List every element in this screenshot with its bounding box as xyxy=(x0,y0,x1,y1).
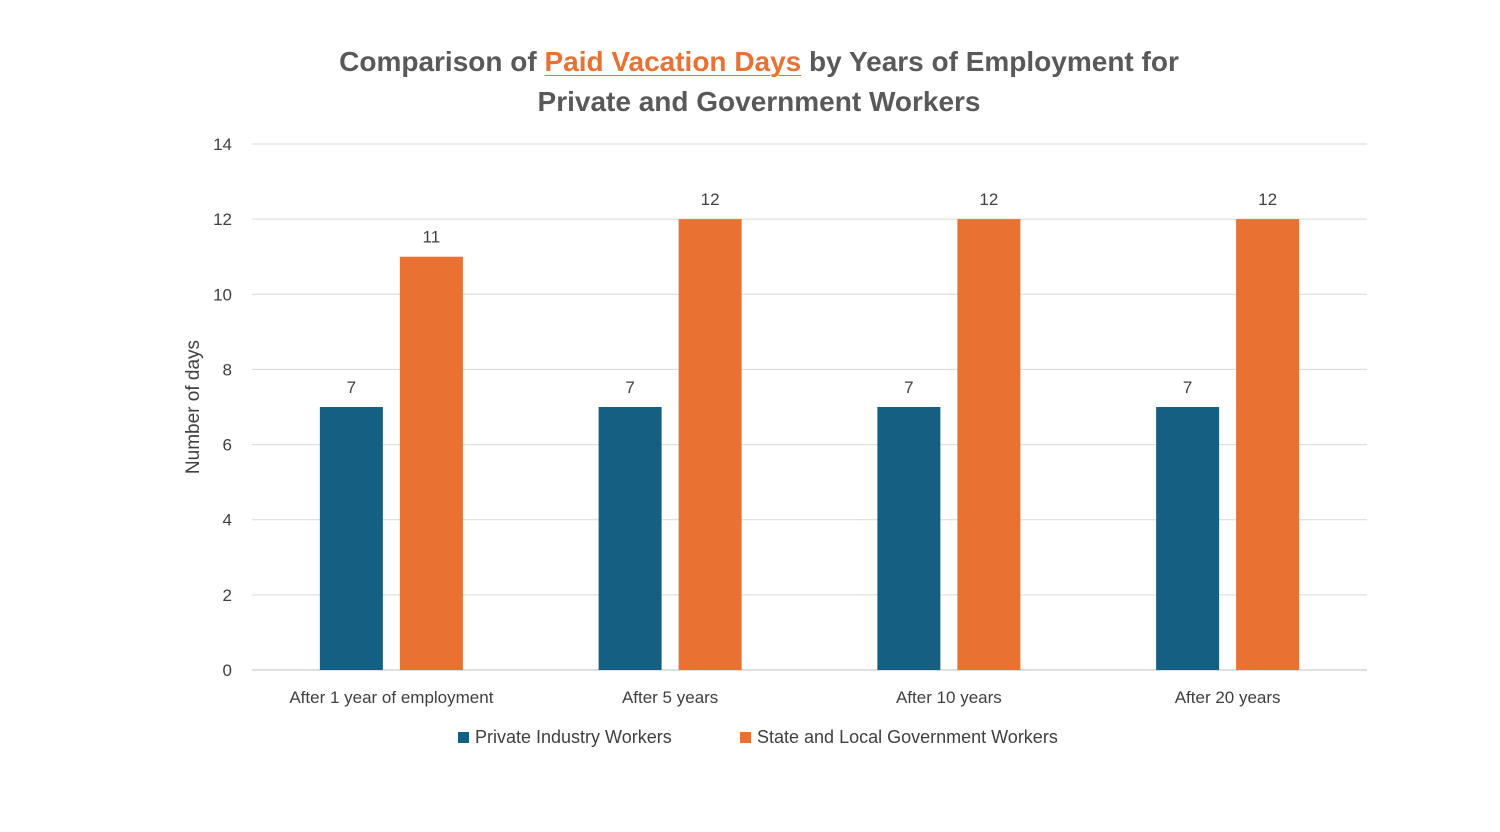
bar xyxy=(319,407,383,670)
y-tick-label: 12 xyxy=(213,210,232,229)
legend-swatch xyxy=(458,732,469,743)
y-tick-label: 10 xyxy=(213,285,232,304)
data-label: 7 xyxy=(904,378,913,397)
y-axis-label: Number of days xyxy=(183,340,204,474)
data-label: 7 xyxy=(1183,378,1192,397)
x-tick-label: After 5 years xyxy=(622,688,718,707)
y-tick-label: 8 xyxy=(223,360,232,379)
bar xyxy=(399,256,463,670)
y-tick-label: 4 xyxy=(223,511,232,530)
data-label: 12 xyxy=(1258,190,1277,209)
x-tick-label: After 20 years xyxy=(1175,688,1281,707)
title-line2: Private and Government Workers xyxy=(537,86,981,117)
data-label: 11 xyxy=(423,228,441,247)
x-tick-label: After 10 years xyxy=(896,688,1002,707)
y-tick-label: 14 xyxy=(213,135,232,154)
bar xyxy=(957,219,1021,670)
data-label: 7 xyxy=(625,378,634,397)
data-label: 12 xyxy=(979,190,998,209)
title-highlight: Paid Vacation Days xyxy=(544,46,802,77)
y-tick-label: 2 xyxy=(223,586,232,605)
title-prefix: Comparison of xyxy=(339,46,545,77)
legend-swatch xyxy=(740,732,751,743)
data-label: 12 xyxy=(701,190,720,209)
bar xyxy=(1156,407,1220,670)
bar xyxy=(598,407,662,670)
bar xyxy=(678,219,742,670)
y-tick-label: 0 xyxy=(223,661,232,680)
y-tick-label: 6 xyxy=(223,436,232,455)
x-tick-label: After 1 year of employment xyxy=(289,688,493,707)
bar xyxy=(1236,219,1300,670)
chart-title: Comparison of Paid Vacation Days by Year… xyxy=(0,42,1500,122)
bar xyxy=(877,407,941,670)
legend-label: State and Local Government Workers xyxy=(757,727,1058,747)
data-label: 7 xyxy=(347,378,356,397)
title-suffix: by Years of Employment for xyxy=(801,46,1179,77)
legend-label: Private Industry Workers xyxy=(475,727,672,747)
